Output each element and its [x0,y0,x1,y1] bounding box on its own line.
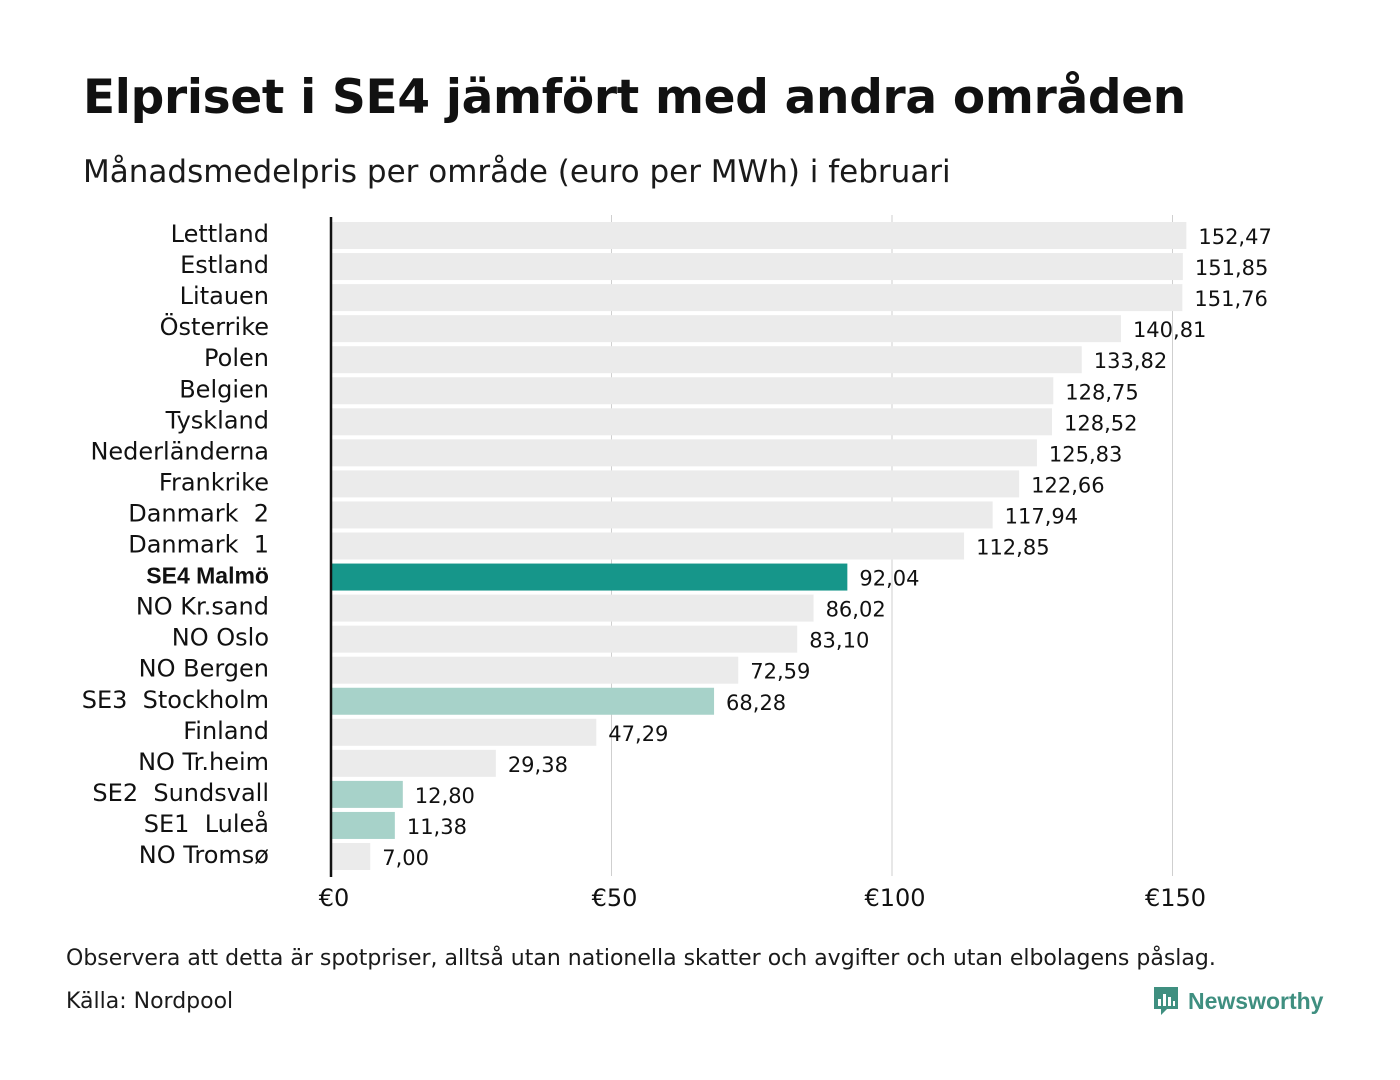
bar [331,284,1183,312]
bar [331,749,496,777]
value-label: 68,28 [726,691,786,715]
value-label: 133,82 [1094,349,1167,373]
category-label: Finland [183,717,269,745]
category-label: NO Bergen [139,655,269,683]
bar [331,501,993,529]
category-label: NO Tromsø [139,841,269,869]
bar [331,811,395,839]
value-label: 83,10 [809,629,869,653]
bar [331,843,371,870]
category-label: Tyskland [165,406,269,434]
bar [331,253,1183,281]
value-label: 112,85 [976,536,1049,560]
value-label: 151,85 [1195,256,1268,280]
value-label: 122,66 [1031,473,1104,497]
value-label: 117,94 [1005,504,1078,528]
x-tick-label: €0 [319,884,350,912]
category-label: Danmark 1 [128,531,269,559]
value-label: 86,02 [826,598,886,622]
bar [331,377,1054,405]
bar [331,780,403,808]
value-label: 47,29 [608,722,668,746]
bar [331,222,1187,249]
bar-chart: Lettland 152,47 Estland 151,85 Litauen 151,76… [82,215,1272,912]
value-label: 7,00 [382,846,429,870]
value-label: 151,76 [1194,287,1267,311]
chart-subtitle: Månadsmedelpris per område (euro per MWh… [83,154,951,190]
category-label: NO Kr.sand [136,593,269,621]
newsworthy-logo-icon [1154,987,1178,1015]
category-label: Polen [204,344,269,372]
category-label: Belgien [179,375,269,403]
bar [331,346,1082,374]
category-label: SE4 Malmö [146,563,269,589]
category-label: SE2 Sundsvall [92,779,269,807]
category-label: Litauen [180,282,269,310]
category-label: SE1 Luleå [144,809,269,838]
bar [331,315,1121,343]
bar [331,656,739,684]
category-label: Danmark 2 [128,499,269,527]
bar [331,439,1037,467]
x-tick-label: €50 [592,884,638,912]
value-label: 128,52 [1064,411,1137,435]
brand-name: Newsworthy [1188,987,1324,1014]
bar [331,594,814,622]
value-label: 128,75 [1065,380,1138,404]
value-label: 11,38 [407,815,467,839]
category-label: SE3 Stockholm [82,686,269,714]
bar [331,687,715,715]
bar [331,532,965,560]
x-tick-label: €150 [1145,884,1206,912]
x-tick-label: €100 [864,884,925,912]
category-label: Nederländerna [90,437,269,465]
value-label: 152,47 [1198,225,1271,249]
category-label: Lettland [171,220,269,248]
category-label: NO Tr.heim [138,748,269,776]
bar [331,408,1052,436]
value-label: 125,83 [1049,442,1122,466]
brand-logo: Newsworthy [1152,985,1323,1017]
category-label: Estland [180,251,269,279]
bar [331,625,798,653]
chart-title: Elpriset i SE4 jämfört med andra områden [83,70,1186,125]
value-label: 12,80 [415,784,475,808]
value-label: 29,38 [508,753,568,777]
category-label: Frankrike [159,468,269,496]
value-label: 72,59 [750,660,810,684]
footnote: Observera att detta är spotpriser, allts… [66,946,1216,971]
value-label: 92,04 [859,567,919,591]
bar [331,563,848,591]
category-label: NO Oslo [172,624,269,652]
value-label: 140,81 [1133,318,1206,342]
bar [331,718,597,746]
source-note: Källa: Nordpool [66,989,234,1014]
bar [331,470,1020,498]
category-label: Österrike [160,312,269,341]
